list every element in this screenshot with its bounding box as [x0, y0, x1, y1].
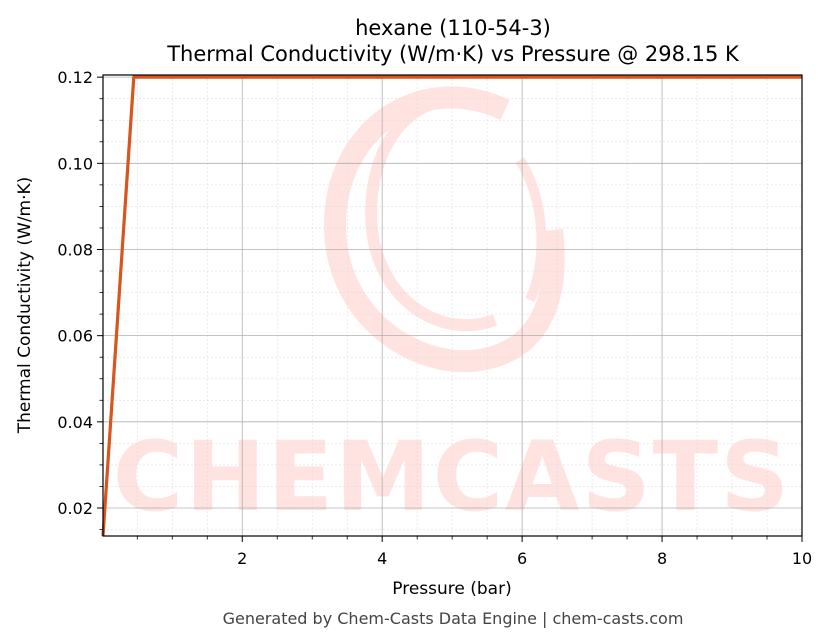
x-axis-label: Pressure (bar): [392, 579, 511, 599]
y-axis-label: Thermal Conductivity (W/m·K): [15, 177, 35, 435]
y-tick-label: 0.12: [57, 68, 93, 87]
y-tick-label: 0.04: [57, 413, 93, 432]
x-tick-labels: 2 4 6 8 10: [237, 549, 812, 568]
watermark-text: CHEMCASTS: [113, 421, 791, 533]
y-tick-labels: 0.02 0.04 0.06 0.08 0.10 0.12: [57, 68, 93, 518]
y-tick-label: 0.10: [57, 154, 93, 173]
y-tick-label: 0.08: [57, 240, 93, 259]
x-tick-label: 8: [657, 549, 667, 568]
series-line: [101, 75, 802, 537]
watermark-swirl-logo: [323, 86, 565, 373]
watermark: CHEMCASTS: [113, 86, 791, 533]
x-tick-label: 4: [377, 549, 387, 568]
x-tick-label: 6: [517, 549, 527, 568]
major-grid: [103, 75, 803, 536]
footer-credit: Generated by Chem-Casts Data Engine | ch…: [223, 609, 684, 628]
x-tick-label: 2: [237, 549, 247, 568]
axis-ticks: [97, 76, 803, 542]
y-tick-label: 0.06: [57, 327, 93, 346]
minor-grid: [103, 75, 802, 536]
chart-title: hexane (110-54-3): [355, 16, 551, 40]
x-tick-label: 10: [792, 549, 812, 568]
chart-subtitle: Thermal Conductivity (W/m·K) vs Pressure…: [166, 42, 740, 66]
plot-series: [101, 75, 802, 537]
y-tick-label: 0.02: [57, 499, 93, 518]
